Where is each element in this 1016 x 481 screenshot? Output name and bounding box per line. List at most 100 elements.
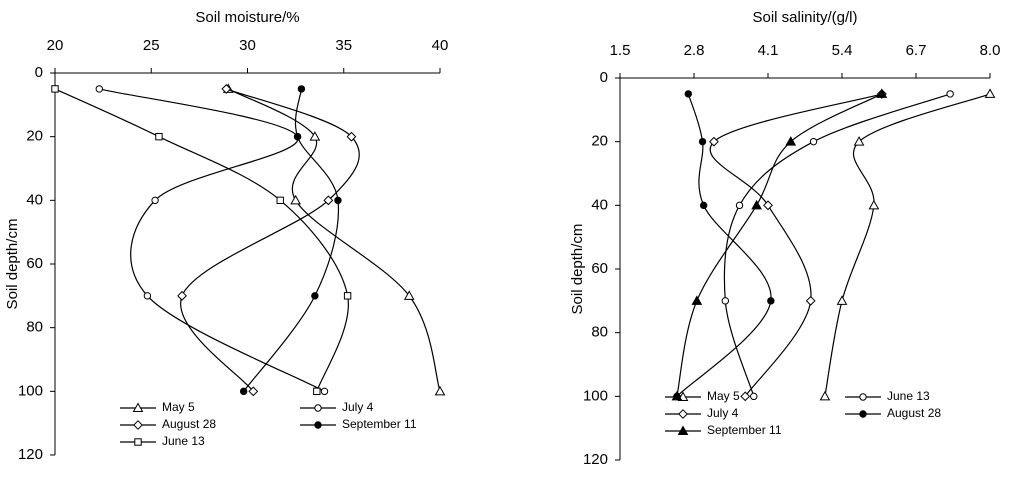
series-line (99, 88, 325, 392)
marker (323, 195, 334, 206)
y-tick-label: 60 (26, 255, 43, 272)
y-tick-label: 100 (18, 382, 43, 399)
panel: Soil salinity/(g/l) Soil depth/cm 1.5 2.8 4.… (569, 9, 1000, 468)
marker (311, 292, 319, 300)
series-line (180, 88, 360, 392)
marker (320, 387, 329, 396)
marker (143, 292, 152, 300)
marker (767, 297, 775, 305)
marker (403, 290, 415, 300)
y-tick-label: 120 (18, 446, 43, 463)
legend-label: September 11 (342, 417, 417, 431)
marker (699, 201, 708, 210)
series-line (676, 93, 772, 397)
marker (343, 292, 352, 300)
legend-label: July 4 (707, 406, 739, 420)
marker (876, 88, 888, 98)
y-tick-label: 100 (583, 387, 608, 404)
marker (721, 297, 730, 305)
y-tick-label: 80 (26, 319, 43, 336)
x-tick-label: 1.5 (610, 42, 631, 59)
y-tick-label: 0 (35, 64, 43, 81)
legend-label: May 5 (707, 389, 740, 403)
marker (276, 196, 284, 205)
x-tick-label: 5.4 (832, 42, 853, 59)
marker (239, 387, 248, 396)
marker (434, 385, 446, 396)
marker (677, 425, 689, 435)
marker (309, 131, 321, 141)
marker (750, 392, 758, 401)
marker (313, 387, 321, 396)
marker (155, 132, 163, 141)
marker (132, 402, 144, 412)
x-axis-label: Soil moisture/% (195, 9, 299, 26)
y-axis-label: Soil depth/cm (4, 219, 21, 310)
marker (698, 137, 707, 146)
legend-label: June 13 (162, 434, 205, 448)
marker (221, 84, 232, 94)
series-line (54, 88, 349, 392)
series-line (709, 93, 883, 397)
marker (809, 137, 818, 146)
y-tick-label: 60 (591, 260, 608, 277)
legend-label: May 5 (162, 400, 195, 414)
y-tick-label: 40 (26, 191, 43, 208)
marker (691, 295, 703, 305)
x-tick-label: 35 (335, 37, 352, 54)
marker (678, 409, 688, 419)
y-tick-label: 80 (591, 324, 608, 341)
marker (314, 421, 322, 429)
marker (763, 200, 773, 211)
marker (346, 131, 357, 142)
series-line (824, 93, 991, 397)
marker (946, 90, 954, 98)
marker (984, 88, 996, 98)
marker (290, 194, 301, 205)
x-tick-label: 20 (47, 37, 64, 54)
series-line (243, 88, 340, 392)
marker (297, 85, 306, 93)
legend-label: August 28 (887, 406, 941, 420)
marker (735, 201, 744, 210)
y-tick-label: 120 (583, 451, 608, 468)
series-line (723, 93, 951, 397)
marker (293, 132, 302, 141)
marker (751, 199, 762, 210)
marker (134, 438, 142, 446)
x-tick-label: 30 (239, 37, 256, 54)
marker (805, 295, 816, 306)
marker (177, 290, 187, 301)
marker (314, 404, 322, 412)
x-axis-label: Soil salinity/(g/l) (752, 9, 857, 26)
marker (248, 386, 259, 397)
marker (859, 393, 867, 401)
legend-label: August 28 (162, 417, 216, 431)
marker (853, 136, 865, 146)
y-axis-label: Soil depth/cm (569, 224, 586, 315)
x-tick-label: 40 (432, 37, 449, 54)
marker (51, 85, 59, 93)
marker (671, 390, 683, 401)
y-tick-label: 20 (591, 133, 608, 150)
marker (868, 199, 880, 210)
marker (785, 136, 797, 146)
legend-label: July 4 (342, 400, 374, 414)
y-tick-label: 20 (26, 128, 43, 145)
x-tick-label: 8.0 (980, 42, 1001, 59)
marker (151, 196, 159, 205)
x-tick-label: 2.8 (684, 42, 705, 59)
marker (709, 136, 719, 147)
marker (334, 196, 342, 205)
legend-label: June 13 (887, 389, 930, 403)
legend-label: September 11 (707, 423, 782, 437)
x-tick-label: 6.7 (906, 42, 927, 59)
marker (133, 420, 143, 430)
marker (859, 410, 867, 418)
marker (740, 391, 751, 402)
x-tick-label: 4.1 (758, 42, 779, 59)
y-tick-label: 0 (600, 69, 608, 86)
y-tick-label: 40 (591, 196, 608, 213)
